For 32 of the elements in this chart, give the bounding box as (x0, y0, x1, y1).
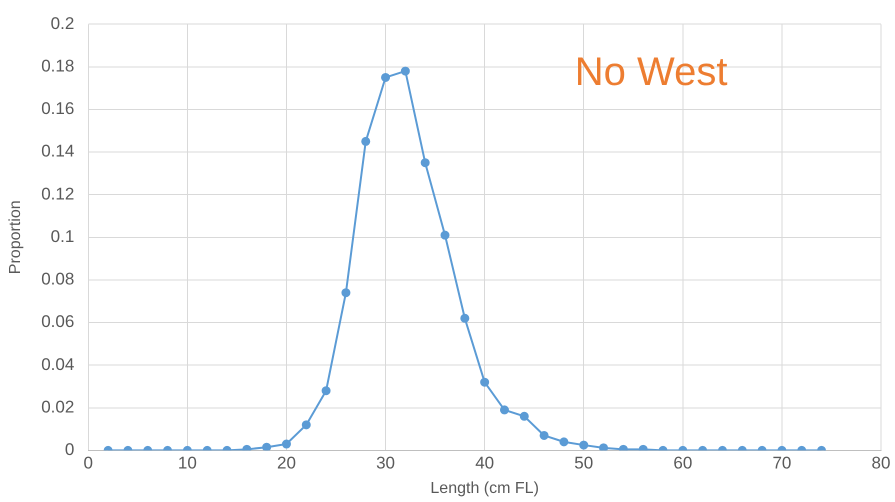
point (262, 442, 272, 450)
x-axis-title: Length (cm FL) (430, 480, 539, 497)
x-tick-label: 20 (277, 453, 296, 472)
x-tick-label: 50 (574, 453, 594, 472)
point (400, 66, 410, 76)
y-tick-label: 0.04 (41, 354, 74, 374)
y-tick-label: 0 (64, 440, 74, 460)
y-tick-label: 0.18 (41, 56, 74, 76)
y-tick-label: 0.12 (41, 184, 74, 204)
y-tick-label: 0.08 (41, 270, 74, 289)
point (460, 314, 470, 323)
y-axis-title: Proportion (7, 200, 24, 274)
x-tick-label: 70 (772, 453, 792, 472)
y-tick-label: 0.16 (41, 99, 74, 118)
y-tick-label: 0.2 (50, 14, 74, 33)
x-tick-label: 40 (475, 453, 494, 472)
point (341, 288, 350, 298)
point (361, 136, 370, 146)
x-tick-label: 30 (376, 453, 396, 472)
y-tick-label: 0.1 (50, 226, 74, 246)
annotation: No West (574, 50, 728, 94)
point (381, 72, 390, 82)
y-tick-label: 0.02 (41, 397, 74, 416)
y-tick-label: 0.14 (41, 142, 74, 161)
x-tick-label: 10 (178, 453, 197, 472)
x-tick-label: 60 (673, 453, 692, 472)
x-tick-label: 0 (84, 453, 94, 472)
point (599, 443, 608, 450)
point (440, 230, 450, 240)
point (420, 158, 430, 168)
x-tick-label: 80 (872, 453, 890, 472)
y-tick-label: 0.06 (41, 312, 74, 332)
